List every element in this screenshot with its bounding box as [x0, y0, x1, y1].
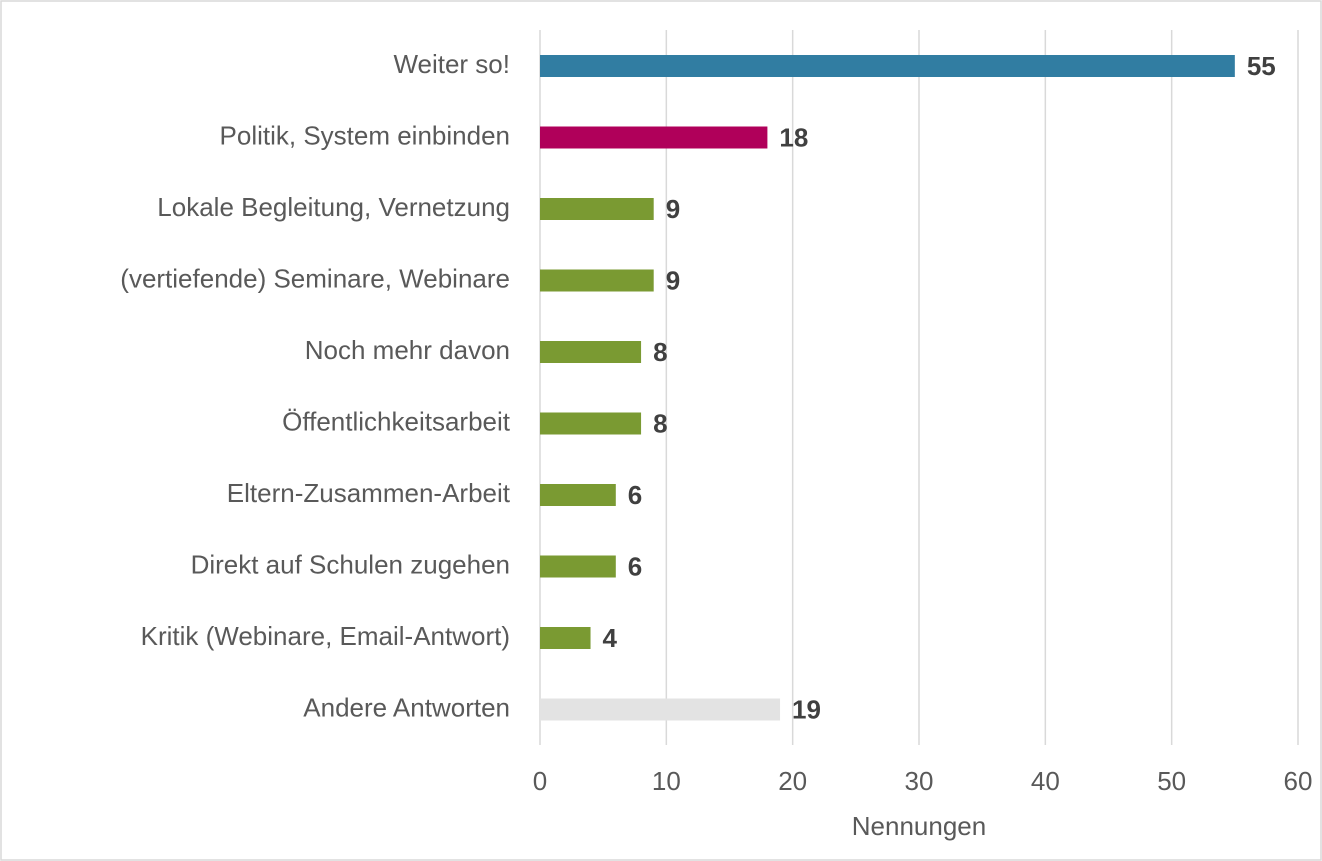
- value-label: 9: [666, 194, 680, 224]
- y-tick-label: Direkt auf Schulen zugehen: [191, 549, 510, 579]
- value-label: 6: [628, 480, 642, 510]
- x-tick-label: 60: [1284, 766, 1313, 796]
- bar: [540, 484, 616, 506]
- value-label: 6: [628, 551, 642, 581]
- x-axis-label: Nennungen: [852, 811, 986, 841]
- bar: [540, 269, 654, 292]
- value-label: 4: [603, 623, 618, 653]
- y-tick-label: (vertiefende) Seminare, Webinare: [120, 263, 510, 293]
- value-label: 8: [653, 337, 667, 367]
- x-tick-label: 20: [778, 766, 807, 796]
- value-label: 9: [666, 265, 680, 295]
- y-tick-label: Andere Antworten: [303, 692, 510, 722]
- x-tick-label: 40: [1031, 766, 1060, 796]
- y-tick-label: Öffentlichkeitsarbeit: [282, 406, 511, 436]
- x-tick-label: 30: [905, 766, 934, 796]
- bar: [540, 698, 781, 721]
- bar: [540, 555, 616, 578]
- y-tick-label: Politik, System einbinden: [220, 120, 510, 150]
- y-tick-label: Weiter so!: [393, 49, 510, 79]
- y-tick-label: Noch mehr davon: [305, 335, 510, 365]
- y-tick-label: Lokale Begleitung, Vernetzung: [157, 192, 510, 222]
- bar: [540, 412, 642, 435]
- bar: [540, 198, 654, 220]
- x-tick-label: 10: [652, 766, 681, 796]
- value-label: 18: [779, 122, 808, 152]
- value-label: 19: [792, 694, 821, 724]
- bar: [540, 126, 768, 149]
- value-label: 8: [653, 408, 667, 438]
- bar: [540, 341, 642, 363]
- y-tick-label: Kritik (Webinare, Email-Antwort): [141, 621, 510, 651]
- bar: [540, 627, 591, 649]
- x-tick-label: 0: [533, 766, 547, 796]
- y-tick-label: Eltern-Zusammen-Arbeit: [227, 478, 511, 508]
- x-tick-label: 50: [1157, 766, 1186, 796]
- bar: [540, 55, 1235, 77]
- value-label: 55: [1247, 51, 1276, 81]
